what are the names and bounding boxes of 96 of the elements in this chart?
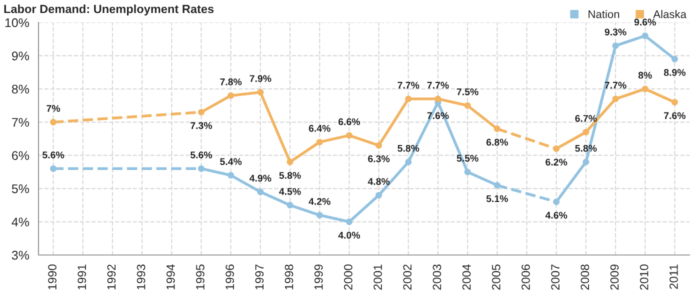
data-label: 8% [638, 72, 652, 79]
point [286, 158, 294, 166]
point [228, 172, 234, 179]
data-label: 5.4% [220, 158, 242, 166]
x-tick-label: 2001 [374, 264, 382, 290]
legend-label: Alaska [653, 10, 686, 18]
x-tick-label: 2009 [610, 264, 619, 290]
x-tick-label: 2003 [432, 264, 442, 290]
data-label: 5.8% [575, 144, 597, 152]
x-tick-label: 2006 [522, 264, 530, 290]
point [642, 32, 648, 40]
data-label: 6.7% [575, 114, 597, 122]
y-tick-label: 7% [12, 118, 30, 127]
data-label: 7.7% [604, 82, 626, 89]
x-tick-label: 1991 [78, 264, 86, 290]
data-label: 6.4% [308, 124, 330, 132]
data-label: 7.9% [250, 75, 272, 82]
y-tick-label: 6% [12, 151, 30, 160]
data-label: 4.2% [308, 198, 330, 205]
data-label: 5.8% [279, 172, 301, 179]
x-tick-label: 1990 [48, 264, 56, 290]
point [464, 102, 471, 109]
data-label: 7.6% [664, 112, 686, 120]
data-label: 5.5% [456, 154, 478, 162]
point [376, 142, 382, 149]
data-label: 6.8% [486, 138, 508, 146]
data-label: 7.3% [190, 122, 212, 130]
point [434, 96, 442, 102]
x-tick-label: 1993 [136, 264, 146, 290]
data-label: 7.6% [427, 112, 449, 120]
x-tick-label: 1997 [255, 264, 264, 290]
data-label: 4.6% [545, 212, 568, 219]
x-tick-label: 2005 [492, 264, 500, 290]
data-label: 4.5% [279, 188, 301, 195]
x-tick-label: 2000 [344, 264, 352, 290]
x-tick-label: 1999 [314, 264, 323, 290]
x-tick-label: 2004 [462, 264, 471, 290]
data-label: 8.9% [664, 69, 686, 76]
y-tick-label: 8% [12, 84, 30, 94]
point [198, 165, 205, 172]
point [612, 42, 619, 50]
point [405, 96, 412, 102]
x-tick-label: 1994 [166, 264, 175, 290]
point [316, 212, 323, 218]
x-tick-label: 2002 [403, 264, 412, 290]
x-tick-label: 2008 [580, 264, 590, 290]
x-tick-label: 2011 [670, 264, 678, 289]
x-tick-label: 1998 [284, 264, 294, 290]
x-tick-label: 2007 [551, 264, 560, 290]
x-tick-label: 1992 [107, 264, 116, 290]
data-label: 4.0% [338, 232, 360, 239]
x-tick-label: 2010 [640, 264, 648, 290]
data-label: 9.3% [604, 28, 626, 36]
chart-title: Labor Demand: Unemployment Rates [4, 4, 214, 16]
data-label: 9.6% [634, 18, 656, 26]
point [671, 56, 678, 62]
point [612, 96, 619, 102]
point [198, 108, 205, 116]
x-tick-label: 1996 [226, 264, 234, 290]
data-label: 6.6% [338, 118, 360, 126]
data-label: 4.9% [250, 174, 272, 182]
data-label: 5.6% [190, 152, 212, 158]
y-tick-label: 4% [12, 218, 30, 226]
y-tick-label: 5% [12, 184, 30, 194]
data-label: 5.6% [42, 152, 64, 158]
point [346, 132, 352, 139]
point [257, 88, 264, 96]
point [405, 158, 412, 166]
point [582, 128, 590, 136]
point [50, 118, 57, 126]
point [286, 202, 294, 208]
point [464, 168, 471, 176]
data-label: 6.3% [368, 155, 390, 162]
y-tick-label: 3% [12, 250, 30, 260]
data-label: 7.8% [220, 78, 242, 86]
y-tick-label: 9% [12, 52, 30, 60]
point [228, 92, 234, 99]
data-label: 5.8% [398, 144, 420, 152]
data-label: 5.1% [486, 195, 508, 202]
data-label: 4.8% [368, 178, 390, 185]
point [582, 158, 590, 166]
point [257, 188, 264, 196]
point [376, 192, 382, 198]
data-label: 7.7% [427, 82, 449, 89]
data-label: 7.7% [398, 82, 420, 89]
data-label: 7% [46, 105, 60, 112]
point [50, 165, 57, 172]
data-label: 7.5% [456, 88, 478, 96]
legend-label: Nation [588, 10, 620, 18]
x-tick-label: 1995 [196, 264, 204, 290]
point [346, 218, 352, 226]
y-tick-label: 10% [5, 18, 30, 28]
point [642, 86, 648, 92]
point [671, 98, 678, 106]
data-label: 6.2% [546, 158, 568, 166]
point [316, 138, 323, 146]
